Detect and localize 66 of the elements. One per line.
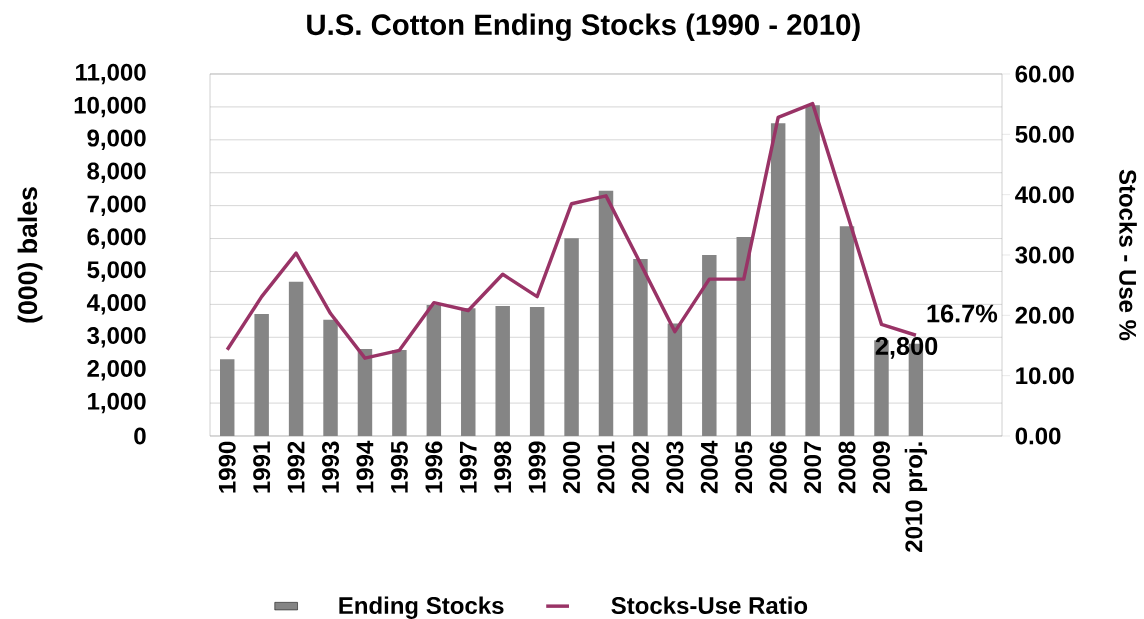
bar: [633, 258, 648, 436]
bar: [323, 319, 338, 436]
bar: [839, 226, 855, 436]
y-tick-label: 2,000: [87, 359, 146, 381]
x-tick-label: 2010 proj.: [904, 442, 928, 552]
bar: [461, 308, 476, 436]
y2-tick-label: 60.00: [1015, 65, 1074, 83]
x-tick-label: 1996: [425, 441, 443, 493]
bar: [770, 123, 786, 436]
y-tick-label: 7,000: [87, 195, 146, 216]
x-tick-label: 1990: [218, 441, 236, 493]
y-tick-label: 10,000: [74, 96, 146, 118]
y2-tick-label: 50.00: [1015, 125, 1074, 143]
y-tick-label: 3,000: [87, 327, 146, 348]
y-tick-label: 11,000: [76, 63, 146, 85]
y-tick-label: 1,000: [88, 392, 146, 414]
y2-tick-label: 40.00: [1015, 186, 1074, 204]
y2-tick-label: 10.00: [1016, 367, 1074, 385]
x-tick-label: 1991: [253, 441, 271, 493]
bar: [392, 350, 407, 436]
bar: [495, 306, 510, 436]
bar: [219, 359, 235, 436]
data-label: 2,800: [875, 337, 938, 359]
bar: [529, 307, 545, 436]
y2-tick-label: 0.00: [1015, 427, 1061, 445]
x-tick-label: 1994: [356, 440, 374, 493]
y2-axis-title: Stocks - Use %: [1119, 169, 1137, 341]
y-axis-title: (000) bales: [17, 187, 43, 323]
x-tick-label: 2002: [631, 441, 649, 494]
x-tick-label: 1993: [322, 441, 340, 493]
bar: [357, 349, 373, 436]
y-tick-label: 5,000: [87, 261, 146, 282]
x-tick-label: 2009: [872, 441, 890, 494]
bar: [736, 236, 751, 436]
x-tick-label: 1999: [528, 441, 546, 493]
bar: [564, 238, 579, 436]
y2-tick-label: 30.00: [1015, 246, 1074, 264]
x-tick-label: 2001: [597, 441, 615, 494]
bar: [702, 255, 717, 436]
x-tick-label: 2003: [666, 441, 684, 494]
data-label: 16.7%: [927, 304, 998, 323]
y-tick-label: 4,000: [86, 294, 146, 315]
bar: [667, 323, 683, 436]
legend-label: Stocks-Use Ratio: [611, 596, 808, 615]
x-tick-label: 2005: [735, 441, 753, 494]
y-tick-label: 8,000: [87, 162, 146, 183]
x-tick-label: 1998: [494, 441, 512, 493]
y2-tick-label: 20.00: [1015, 306, 1074, 324]
x-tick-label: 1992: [287, 441, 305, 493]
x-tick-label: 1997: [459, 441, 477, 493]
x-tick-label: 1995: [390, 441, 408, 493]
y-tick-label: 0: [134, 427, 146, 445]
bar: [805, 105, 820, 436]
x-tick-label: 2004: [700, 440, 718, 494]
y-tick-label: 6,000: [87, 228, 146, 249]
bar: [426, 305, 442, 436]
bar: [254, 313, 269, 436]
x-tick-label: 2008: [838, 441, 856, 494]
legend-label: Ending Stocks: [339, 596, 504, 619]
chart-title: U.S. Cotton Ending Stocks (1990 - 2010): [307, 13, 860, 42]
x-tick-label: 2006: [769, 441, 787, 494]
x-tick-label: 2007: [804, 441, 822, 494]
bar: [598, 190, 614, 436]
bar: [288, 281, 304, 436]
x-tick-label: 2000: [563, 441, 581, 494]
y-tick-label: 9,000: [87, 129, 146, 151]
